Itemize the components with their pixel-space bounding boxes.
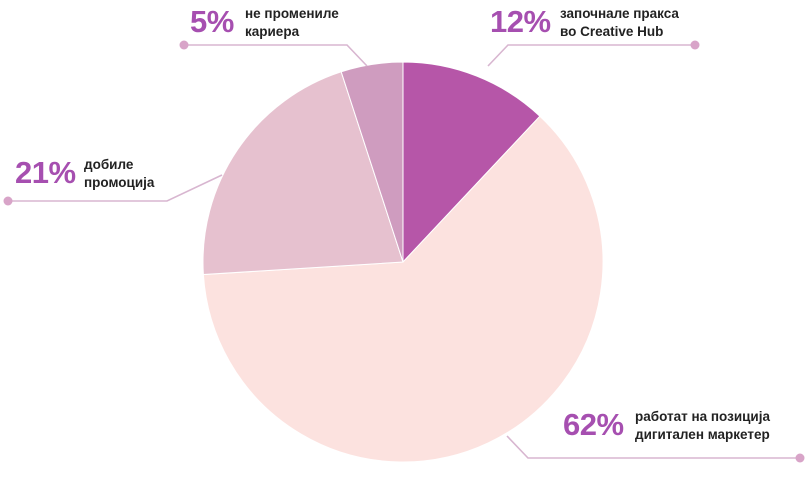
- slice-label-promotion: добиле промоција: [84, 156, 154, 192]
- percent-label-digital-marketer: 62%: [563, 407, 624, 442]
- pie-slice-no-career-change: [340, 61, 404, 263]
- slice-label-line: работат на позиција: [635, 409, 770, 424]
- slice-label-digital-marketer: работат на позиција дигитален маркетер: [635, 408, 770, 444]
- slice-label-line: промоција: [84, 175, 155, 190]
- leader-line-digital-marketer-dot: [795, 453, 805, 463]
- slice-label-line: не промениле: [245, 6, 339, 21]
- leader-line-started-internship: [487, 44, 695, 67]
- slice-label-line: кариера: [245, 24, 300, 39]
- slice-label-no-career-change: не промениле кариера: [245, 5, 339, 41]
- leader-line-started-internship-dot: [690, 40, 700, 50]
- leader-line-promotion: [8, 174, 223, 202]
- leader-line-no-career-change-dot: [179, 40, 189, 50]
- percent-label-promotion: 21%: [15, 155, 76, 190]
- slice-label-line: добиле: [84, 157, 134, 172]
- pie-slice-promotion: [202, 71, 404, 276]
- slice-label-line: во Creative Hub: [560, 24, 664, 39]
- slice-label-line: започнале пракса: [560, 6, 679, 21]
- leader-line-digital-marketer: [506, 435, 800, 459]
- percent-label-no-career-change: 5%: [190, 4, 234, 39]
- leader-line-no-career-change: [184, 44, 368, 67]
- slice-label-started-internship: започнале пракса во Creative Hub: [560, 5, 679, 41]
- leader-line-promotion-dot: [3, 196, 13, 206]
- pie-slice-started-internship: [402, 61, 541, 264]
- pie-slice-digital-marketer: [202, 115, 604, 463]
- slice-label-line: дигитален маркетер: [635, 427, 770, 442]
- percent-label-started-internship: 12%: [490, 4, 551, 39]
